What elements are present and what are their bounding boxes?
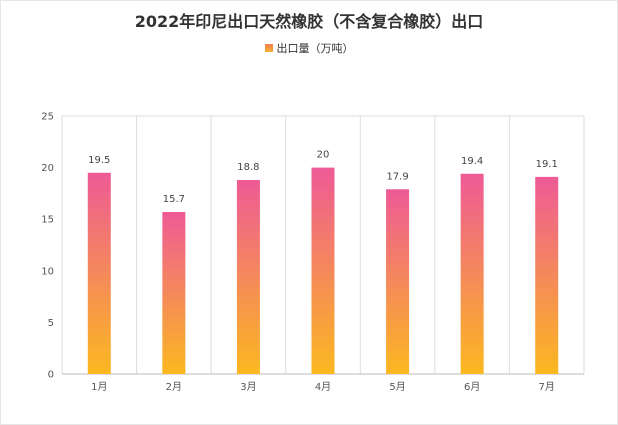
data-label: 17.9 (386, 171, 408, 182)
data-label: 18.8 (237, 162, 259, 173)
x-tick-label: 4月 (315, 381, 331, 393)
legend-label: 出口量（万吨） (276, 42, 354, 55)
chart-title: 2022年印尼出口天然橡胶（不含复合橡胶）出口 (134, 12, 484, 31)
bar[interactable] (87, 172, 111, 374)
x-tick-label: 6月 (464, 381, 480, 393)
bar[interactable] (535, 176, 559, 374)
y-tick-label: 10 (41, 266, 54, 277)
legend-swatch (264, 44, 273, 52)
bar-layer (87, 167, 559, 374)
bar[interactable] (311, 167, 335, 374)
data-label: 15.7 (163, 194, 185, 205)
y-tick-label: 0 (48, 370, 54, 381)
data-label: 19.1 (536, 159, 558, 170)
x-tick-label: 3月 (240, 381, 256, 393)
y-tick-label: 25 (41, 112, 54, 123)
bar[interactable] (460, 173, 484, 374)
x-tick-label: 5月 (389, 381, 405, 393)
data-label: 20 (317, 150, 330, 161)
data-label: 19.5 (88, 155, 110, 166)
grid-layer (61, 115, 585, 375)
bar[interactable] (236, 179, 260, 374)
data-label: 19.4 (461, 156, 483, 167)
y-tick-label: 15 (41, 215, 54, 226)
label-layer: 0 5 10 15 20 25 19.5 1月 15.7 2月 18.8 3月 20 4月 17.9 5月 19… (41, 112, 558, 394)
bar[interactable] (386, 189, 410, 374)
bar[interactable] (162, 211, 186, 374)
x-tick-label: 2月 (166, 381, 182, 393)
y-tick-label: 20 (41, 163, 54, 174)
x-tick-label: 1月 (91, 381, 107, 393)
x-tick-label: 7月 (539, 381, 555, 393)
y-tick-label: 5 (48, 318, 54, 329)
chart-legend[interactable]: 出口量（万吨） (0, 40, 618, 56)
